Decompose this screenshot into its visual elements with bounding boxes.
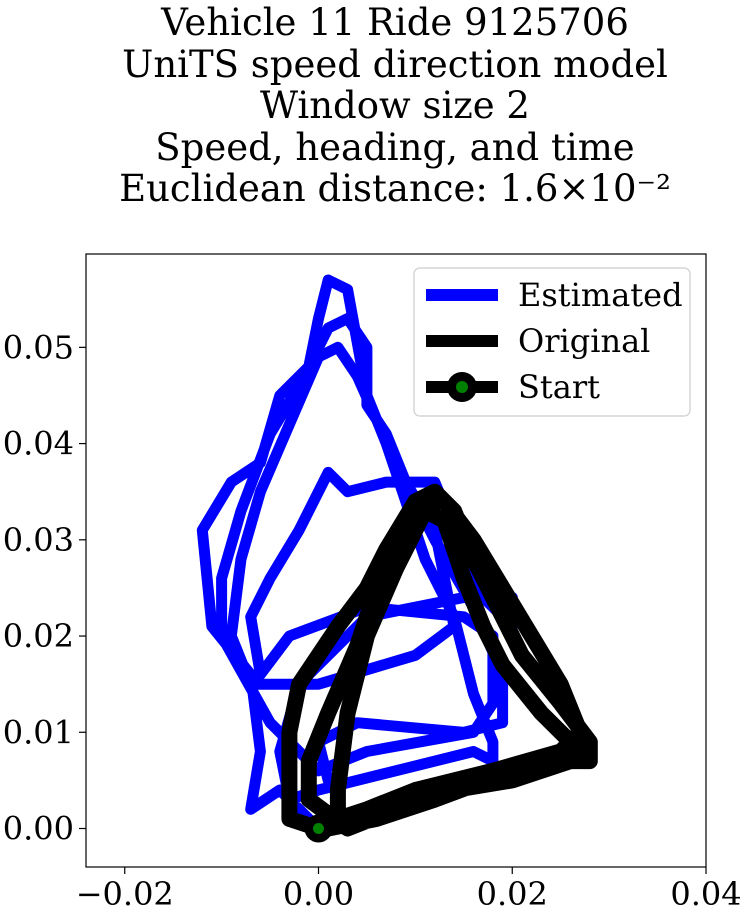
x-tick-label: 0.02 [477, 875, 548, 913]
series-line-estimated [196, 274, 518, 834]
legend-label-start: Start [518, 368, 600, 406]
legend-box [413, 267, 691, 417]
ticks-layer: −0.02 0.00 0.02 0.040.000.010.020.030.040.0… [3, 328, 742, 913]
legend-label-original: Original [518, 322, 650, 360]
x-tick-label: 0.04 [670, 875, 741, 913]
x-tick-label: −0.02 [76, 875, 174, 913]
title-line-1: Vehicle 11 Ride 9125706 [161, 1, 629, 44]
legend-label-estimated: Estimated [518, 276, 683, 314]
y-tick-label: 0.04 [3, 425, 74, 463]
y-tick-label: 0.00 [3, 810, 74, 848]
y-tick-label: 0.05 [3, 328, 74, 366]
y-tick-label: 0.02 [3, 617, 74, 655]
title-line-3: Window size 2 [260, 84, 530, 127]
y-tick-label: 0.01 [3, 713, 74, 751]
axes-frame [85, 253, 707, 868]
title-line-2: UniTS speed direction model [122, 42, 668, 86]
y-tick-label: 0.03 [3, 521, 74, 559]
series-layer [196, 274, 598, 843]
x-tick-label: 0.00 [283, 875, 354, 913]
legend: Estimated Original Start [413, 267, 691, 417]
legend-swatch-start-marker [456, 381, 468, 393]
start-marker [313, 823, 324, 835]
chart-title: Vehicle 11 Ride 9125706 UniTS speed dire… [0, 2, 745, 210]
title-line-5: Euclidean distance: 1.6×10⁻² [119, 167, 671, 210]
series-line-original [281, 483, 598, 837]
title-line-4: Speed, heading, and time [155, 125, 635, 169]
